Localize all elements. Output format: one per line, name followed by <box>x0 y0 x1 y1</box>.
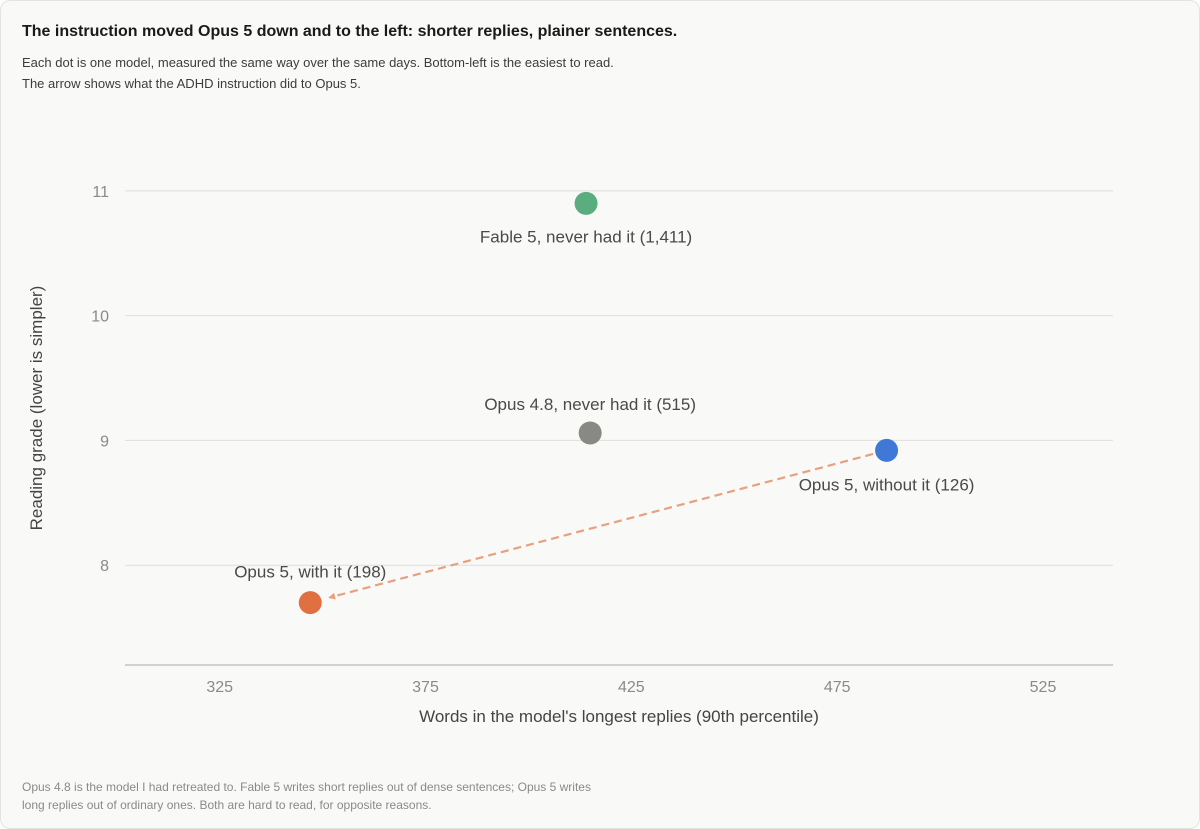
x-tick-label: 325 <box>206 679 233 696</box>
x-tick-label: 425 <box>618 679 645 696</box>
point-label: Opus 5, without it (126) <box>799 475 975 494</box>
x-tick-label: 525 <box>1030 679 1057 696</box>
chart-title: The instruction moved Opus 5 down and to… <box>22 23 678 40</box>
point-label: Opus 5, with it (198) <box>234 563 386 582</box>
gridlines <box>125 190 1113 566</box>
y-tick-label: 9 <box>100 433 109 450</box>
point-label: Opus 4.8, never had it (515) <box>484 395 696 414</box>
data-point <box>298 591 322 615</box>
axes: 8 9 10 11 325 375 425 475 525 Words in the model'… <box>27 184 1113 726</box>
data-points <box>298 191 899 615</box>
x-tick-label: 475 <box>824 679 851 696</box>
x-axis-title: Words in the model's longest replies (90… <box>419 707 819 726</box>
y-tick-label: 11 <box>92 184 109 201</box>
y-tick-label: 8 <box>100 558 109 575</box>
footnote-line-2: long replies out of ordinary ones. Both … <box>22 798 432 812</box>
point-labels: Fable 5, never had it (1,411) Opus 4.8, n… <box>234 227 974 581</box>
footnote: Opus 4.8 is the model I had retreated to… <box>22 778 662 814</box>
data-point <box>578 421 602 445</box>
data-point <box>574 191 598 215</box>
subtitle-line-1: Each dot is one model, measured the same… <box>22 55 614 70</box>
y-tick-label: 10 <box>91 309 109 326</box>
x-tick-label: 375 <box>412 679 439 696</box>
change-arrow <box>328 452 874 600</box>
chart-subtitle: Each dot is one model, measured the same… <box>22 52 614 94</box>
footnote-line-1: Opus 4.8 is the model I had retreated to… <box>22 780 591 794</box>
change-arrow-group <box>328 452 874 600</box>
point-label: Fable 5, never had it (1,411) <box>480 227 692 246</box>
data-point <box>875 438 899 462</box>
y-axis-title: Reading grade (lower is simpler) <box>27 286 46 531</box>
subtitle-line-2: The arrow shows what the ADHD instructio… <box>22 76 361 91</box>
